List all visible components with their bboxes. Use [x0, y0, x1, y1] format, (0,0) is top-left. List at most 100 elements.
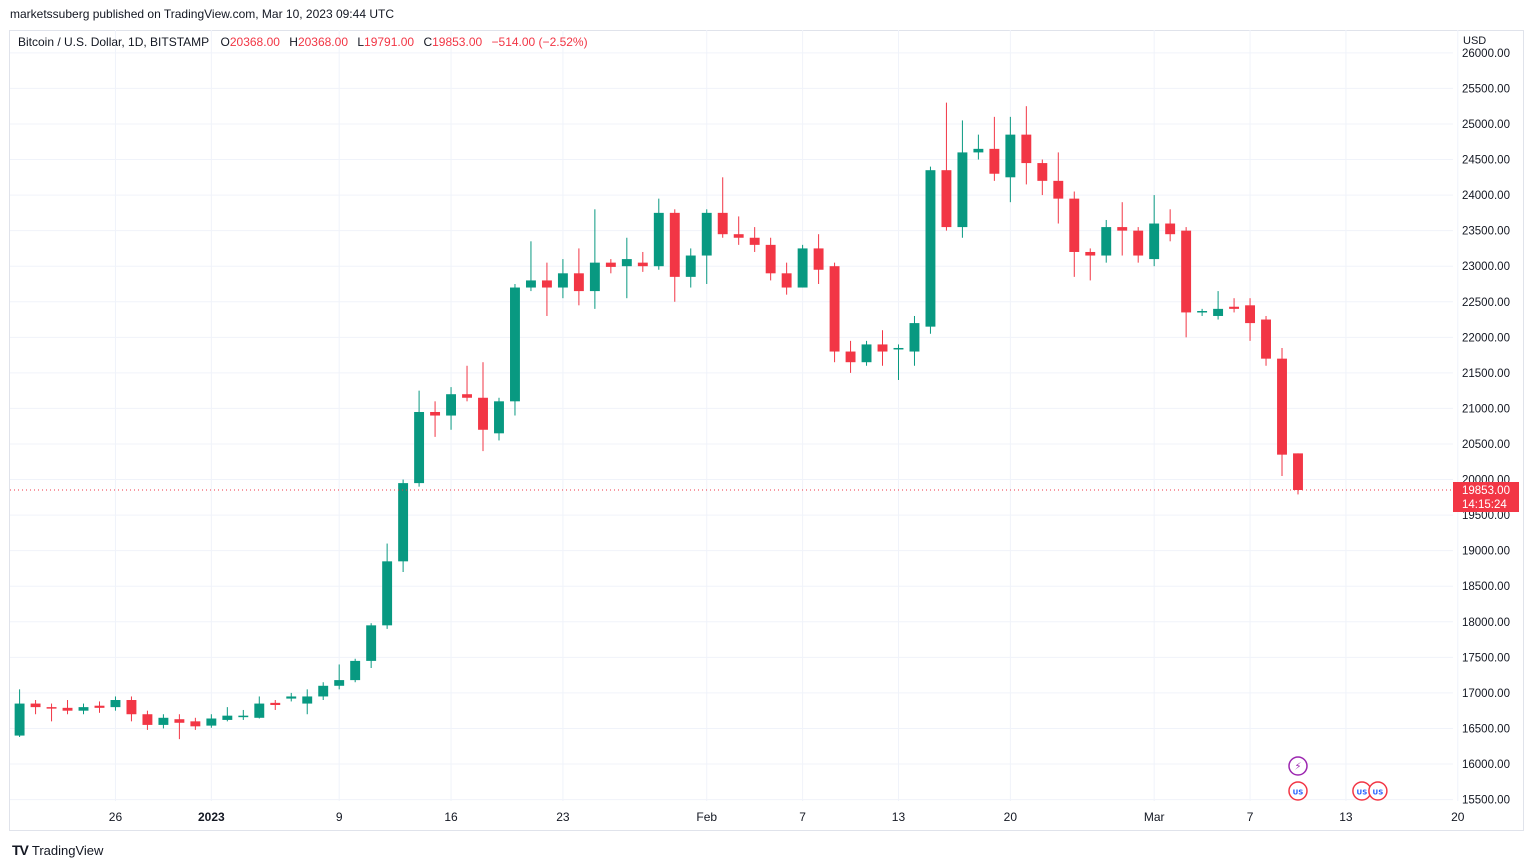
time-tick-label: 9	[336, 810, 343, 824]
candle-body-down	[541, 280, 552, 288]
price-tick-label: 18500.00	[1462, 581, 1510, 593]
time-tick-label: 13	[1339, 810, 1353, 824]
candle-body-up	[254, 703, 265, 718]
price-tick-label: 21500.00	[1462, 368, 1510, 380]
tradingview-logo-icon: TV	[12, 842, 29, 858]
price-tick-label: 25000.00	[1462, 119, 1510, 131]
candle-body-down	[765, 244, 776, 274]
candle-body-up	[525, 280, 536, 288]
price-tick-label: 23000.00	[1462, 261, 1510, 273]
candle-body-up	[1149, 223, 1160, 260]
candle-body-down	[1293, 453, 1303, 491]
svg-text:US: US	[1293, 789, 1304, 797]
svg-text:US: US	[1373, 789, 1384, 797]
ohlc-legend: Bitcoin / U.S. Dollar, 1D, BITSTAMP O 203…	[18, 35, 594, 49]
candle-body-down	[478, 397, 488, 430]
price-tick-label: 22500.00	[1462, 297, 1510, 309]
candle-body-up	[158, 717, 169, 725]
symbol-label[interactable]: Bitcoin / U.S. Dollar, 1D, BITSTAMP	[18, 35, 210, 49]
time-tick-label: 26	[109, 810, 123, 824]
price-tick-label: 16000.00	[1462, 759, 1510, 771]
candle-body-down	[174, 719, 185, 723]
candle-body-up	[1197, 311, 1208, 313]
candle-body-up	[302, 696, 313, 704]
candle-body-down	[46, 707, 57, 709]
time-tick-label: 16	[444, 810, 458, 824]
candle-body-up	[382, 561, 393, 626]
candle-body-up	[318, 685, 329, 697]
price-tick-label: 18000.00	[1462, 617, 1510, 629]
candle-body-down	[877, 344, 888, 352]
time-tick-label: 7	[799, 810, 806, 824]
low-value: 19791.00	[364, 35, 415, 49]
price-tick-label: 17000.00	[1462, 688, 1510, 700]
high-value: 20368.00	[297, 35, 348, 49]
candle-body-up	[1101, 227, 1112, 256]
candle-body-down	[717, 212, 728, 235]
candle-body-up	[238, 715, 249, 718]
candle-body-up	[206, 718, 217, 726]
candle-body-down	[637, 262, 648, 267]
last-price-value: 19853.00	[1462, 485, 1510, 497]
chart-frame	[9, 30, 1524, 831]
candle-body-up	[110, 700, 121, 708]
candle-body-up	[557, 273, 568, 288]
candle-body-down	[1021, 134, 1032, 164]
time-tick-label: 20	[1451, 810, 1465, 824]
low-label: L	[357, 35, 365, 49]
candle-body-up	[366, 625, 377, 661]
candle-body-down	[142, 714, 153, 725]
footer-brand[interactable]: TV TradingView	[12, 842, 103, 858]
price-tick-label: 19500.00	[1462, 510, 1510, 522]
candle-body-down	[845, 351, 856, 363]
time-tick-label: 2023	[198, 810, 225, 824]
candle-body-up	[973, 148, 984, 153]
candle-body-up	[398, 483, 409, 562]
publisher-line: marketssuberg published on TradingView.c…	[10, 7, 394, 21]
candle-body-up	[685, 255, 696, 277]
candle-body-down	[1085, 251, 1096, 256]
candle-body-up	[893, 347, 904, 350]
candle-body-up	[621, 259, 632, 267]
currency-label[interactable]: USD	[1463, 35, 1487, 47]
candle-body-down	[126, 700, 137, 715]
time-tick-label: Mar	[1144, 810, 1165, 824]
price-tick-label: 24000.00	[1462, 190, 1510, 202]
candle-body-down	[829, 266, 840, 352]
candle-body-up	[334, 680, 345, 686]
svg-text:US: US	[1357, 789, 1368, 797]
price-tick-label: 20500.00	[1462, 439, 1510, 451]
candle-body-down	[669, 212, 680, 277]
candle-body-up	[925, 170, 936, 327]
candle-body-down	[462, 394, 472, 398]
candle-body-down	[1133, 230, 1144, 256]
candle-body-up	[446, 394, 457, 416]
price-tick-label: 24500.00	[1462, 155, 1510, 167]
open-label: O	[220, 35, 230, 49]
candle-body-up	[350, 660, 361, 681]
price-tick-label: 22000.00	[1462, 332, 1510, 344]
candle-body-down	[1165, 223, 1176, 235]
time-tick-label: 23	[556, 810, 570, 824]
close-label: C	[423, 35, 433, 49]
high-label: H	[289, 35, 298, 49]
flash-event-icon[interactable]: ⚡	[1288, 756, 1308, 776]
candle-body-down	[270, 702, 281, 705]
candle-body-up	[701, 212, 712, 256]
us-flag-event-icon[interactable]: US	[1368, 781, 1388, 801]
candle-body-down	[1037, 163, 1048, 181]
us-flag-event-icon[interactable]: US	[1288, 781, 1308, 801]
price-tick-label: 19000.00	[1462, 546, 1510, 558]
time-tick-label: 20	[1004, 810, 1018, 824]
candle-body-down	[733, 234, 744, 238]
candle-body-up	[494, 401, 504, 434]
candle-body-up	[414, 411, 425, 484]
candle-body-down	[1277, 358, 1287, 455]
candle-body-up	[797, 248, 808, 288]
change-value: −514.00 (−2.52%)	[491, 35, 588, 49]
time-tick-label: Feb	[696, 810, 717, 824]
price-tick-label: 16500.00	[1462, 723, 1510, 735]
candle-body-down	[813, 248, 824, 270]
candle-body-down	[1117, 227, 1128, 231]
